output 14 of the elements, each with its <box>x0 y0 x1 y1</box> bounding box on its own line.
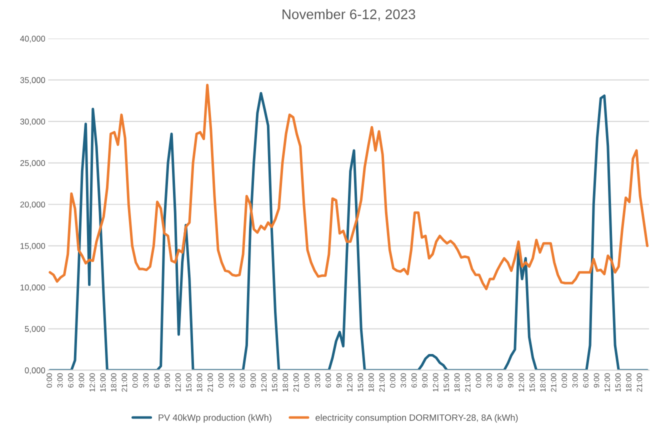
y-tick-label: 5,000 <box>24 326 46 333</box>
y-tick-label: 0,000 <box>24 367 46 374</box>
y-tick-label: 25,000 <box>20 160 46 167</box>
y-tick-label: 15,000 <box>20 243 46 250</box>
legend-label: electricity consumption DORMITORY-28, 8A (kWh) <box>316 414 518 423</box>
y-tick-label: 40,000 <box>20 36 46 43</box>
chart-title: November 6-12, 2023 <box>282 9 416 21</box>
y-tick-label: 10,000 <box>20 284 46 292</box>
y-tick-label: 20,000 <box>20 202 46 208</box>
line-series <box>48 92 649 370</box>
legend-label: PV 40kWp production (kWh) <box>158 414 272 423</box>
y-tick-label: 30,000 <box>20 118 46 126</box>
line-series <box>48 84 649 290</box>
y-tick-label: 35,000 <box>20 77 46 84</box>
